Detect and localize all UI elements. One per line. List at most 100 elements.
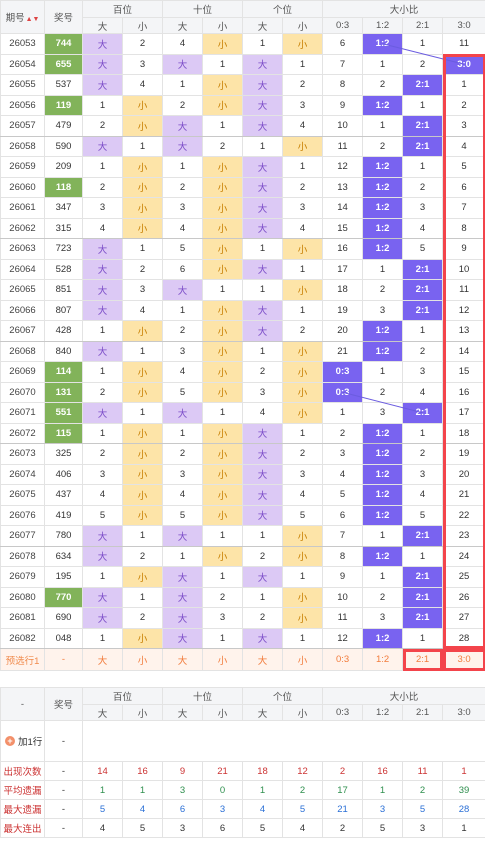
ratio-0-3-header: 0:3: [322, 704, 364, 721]
stats-row: 最大连出 -4 5 3 6 5 4 2 5 3 1: [0, 818, 485, 838]
small-marker-cell: 小: [121, 381, 164, 403]
big-marker-cell: 大: [242, 504, 284, 526]
units-header: 个位: [242, 0, 324, 18]
ratio-pattern-cell: 2:1: [402, 566, 444, 588]
units-big-header: 大: [242, 704, 284, 721]
ratio-pattern-cell: 1:2: [362, 484, 404, 506]
ratio-pattern-cell: 0:3: [322, 361, 364, 383]
tens-small-header: 小: [202, 17, 244, 34]
small-marker-cell: 小: [202, 422, 244, 444]
small-marker-cell: 小: [282, 238, 324, 260]
small-marker-cell: 小: [202, 238, 244, 260]
stats-value: 6: [202, 818, 244, 838]
prediction-option-ratio-1-2[interactable]: 1:2: [362, 648, 404, 671]
small-marker-cell: 小: [121, 627, 164, 649]
big-marker-cell: 大: [82, 299, 123, 321]
small-marker-cell: 小: [282, 135, 324, 157]
big-marker-cell: 大: [162, 525, 204, 547]
tens-big-header: 大: [162, 704, 204, 721]
prediction-option-ratio-0-3[interactable]: 0:3: [322, 648, 364, 671]
table-row: 26056 119 1 小 2 小大 3 9 1:2 1 2: [0, 94, 485, 116]
ratio-pattern-cell: 2:1: [402, 279, 444, 301]
table-row: 26068 840 大 1 3 小 1 小 21 1:2 2 14: [0, 340, 485, 362]
ratio-pattern-cell: 1:2: [362, 422, 404, 444]
ratio-pattern-cell: 1:2: [362, 197, 404, 219]
units-small-header: 小: [282, 704, 324, 721]
big-marker-cell: 大: [162, 115, 204, 137]
sort-icon[interactable]: ▲▼: [25, 16, 40, 23]
ratio-pattern-cell: 1:2: [362, 156, 404, 178]
table-row: 26062 315 4 小 4 小大 4 15 1:2 4 8: [0, 217, 485, 239]
big-marker-cell: 大: [162, 627, 204, 649]
tens-small-header: 小: [202, 704, 244, 721]
ratio-pattern-cell: 2:1: [402, 135, 444, 157]
prediction-option-units-small[interactable]: 小: [282, 648, 324, 671]
prediction-option-ratio-3-0[interactable]: 3:0: [442, 648, 485, 671]
prediction-option-tens-big[interactable]: 大: [162, 648, 204, 671]
trend-table: 期号▲▼ 奖号 百位 十位 个位 大小比 大小大小大小 0:3 1:2 2:1 3:0 …: [0, 0, 485, 671]
big-marker-cell: 大: [242, 627, 284, 649]
table-row: 26069 114 1 小 4 小 2 小 0:3 1 3 15: [0, 361, 485, 383]
small-marker-cell: 小: [202, 443, 244, 465]
period-header[interactable]: 期号▲▼: [0, 0, 45, 34]
stats-row: 平均遗漏 -1 1 3 0 1 2 17 1 2 39: [0, 780, 485, 800]
miss-count-cell: 2: [121, 33, 164, 55]
stats-value: 4: [282, 818, 324, 838]
big-marker-cell: 大: [82, 258, 123, 280]
big-marker-cell: 大: [82, 74, 123, 96]
small-marker-cell: 小: [282, 340, 324, 362]
hundreds-small-header: 小: [121, 704, 164, 721]
ratio-pattern-cell: 1:2: [362, 545, 404, 567]
add-row-label: 加1行: [18, 737, 43, 748]
add-row-button[interactable]: + 加1行: [5, 734, 42, 748]
trend-connector-line: [382, 43, 465, 65]
ratio-3-0-header: 3:0: [442, 704, 485, 721]
small-marker-cell: 小: [121, 197, 164, 219]
miss-count-cell: 1: [202, 402, 244, 424]
table-row: 26057 479 2 小大 1 大 4 10 1 2:1 3: [0, 115, 485, 137]
small-marker-cell: 小: [202, 258, 244, 280]
stats-header: - 奖号 百位 十位 个位 大小比 大小大小大小 0:3 1:2 2:1 3:0: [0, 687, 485, 721]
add-row-value: -: [44, 720, 83, 762]
big-marker-cell: 大: [82, 53, 123, 75]
highlight-box-prediction: [442, 648, 485, 671]
big-marker-cell: 大: [82, 402, 123, 424]
small-marker-cell: 小: [121, 422, 164, 444]
ratio-pattern-cell: 1:2: [362, 463, 404, 485]
small-marker-cell: 小: [282, 586, 324, 608]
sub-header-row: 大小大小大小 0:3 1:2 2:1 3:0: [1, 17, 485, 34]
table-row: 26067 428 1 小 2 小大 2 20 1:2 1 13: [0, 320, 485, 342]
small-marker-cell: 小: [202, 299, 244, 321]
stats-body: 出现次数 -14 16 9 21 18 12 2 16 11 1 平均遗漏 -1 1 3 0 1 2 17 1 2 39 最…: [0, 761, 485, 838]
small-marker-cell: 小: [282, 545, 324, 567]
small-marker-cell: 小: [202, 176, 244, 198]
small-marker-cell: 小: [121, 320, 164, 342]
prediction-option-hundreds-big[interactable]: 大: [82, 648, 123, 671]
big-marker-cell: 大: [82, 586, 123, 608]
stats-winning-header: 奖号: [44, 687, 83, 721]
ratio-pattern-cell: 2:1: [402, 299, 444, 321]
winning-number-cell: 770: [44, 586, 83, 608]
table-row: 26060 118 2 小 2 小大 2 13 1:2 2 6: [0, 176, 485, 198]
big-marker-cell: 大: [162, 607, 204, 629]
miss-count-cell: 1: [202, 627, 244, 649]
prediction-option-hundreds-small[interactable]: 小: [121, 648, 164, 671]
big-marker-cell: 大: [162, 279, 204, 301]
prediction-option-tens-small[interactable]: 小: [202, 648, 244, 671]
small-marker-cell: 小: [202, 320, 244, 342]
big-marker-cell: 大: [82, 607, 123, 629]
add-row: + 加1行 -: [0, 720, 485, 762]
ratio-pattern-cell: 1:2: [362, 176, 404, 198]
stats-table: + 加1行 - - 奖号 百位 十位 个位 大小比 大小大小大小 0:3 1:2 2:…: [0, 687, 485, 838]
prediction-option-units-big[interactable]: 大: [242, 648, 284, 671]
table-row: 26078 634 大 2 1 小 2 小 8 1:2 1 24: [0, 545, 485, 567]
table-row: 26081 690 大 2 大 3 2 小 11 3 2:1 27: [0, 607, 485, 629]
small-marker-cell: 小: [202, 94, 244, 116]
highlight-box-column: [442, 54, 485, 649]
ratio-pattern-cell: 1:2: [362, 320, 404, 342]
small-marker-cell: 小: [121, 156, 164, 178]
table-row: 26082 048 1 小大 1 大 1 12 1:2 1 28: [0, 627, 485, 649]
small-marker-cell: 小: [202, 504, 244, 526]
winning-number-cell: 114: [44, 361, 83, 383]
stats-value: 5: [121, 818, 164, 838]
